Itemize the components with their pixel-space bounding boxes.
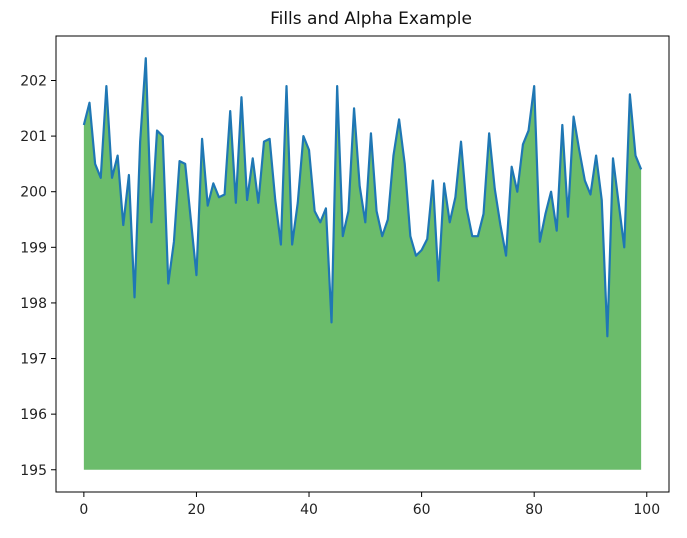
x-tick-label: 0: [79, 502, 88, 518]
x-tick-label: 80: [525, 502, 543, 518]
y-tick-label: 196: [20, 407, 47, 423]
y-tick-label: 201: [20, 129, 47, 145]
x-axis: 0 20 40 60 80 100: [79, 492, 660, 518]
x-tick-label: 40: [300, 502, 318, 518]
y-tick-label: 202: [20, 73, 47, 89]
y-axis: 195 196 197 198 199 200 201 202: [20, 73, 56, 479]
fill-area: [83, 58, 642, 470]
x-tick-label: 20: [188, 502, 206, 518]
y-tick-label: 195: [20, 463, 47, 479]
y-tick-label: 197: [20, 352, 47, 368]
plot-frame: [55, 35, 670, 493]
x-tick-label: 60: [413, 502, 431, 518]
series-line: [82, 57, 643, 338]
y-tick-label: 198: [20, 296, 47, 312]
x-tick-label: 100: [633, 502, 660, 518]
y-tick-label: 199: [20, 240, 47, 256]
plot-area: [82, 57, 643, 470]
chart-title: Fills and Alpha Example: [270, 9, 472, 29]
y-tick-label: 200: [20, 185, 47, 201]
